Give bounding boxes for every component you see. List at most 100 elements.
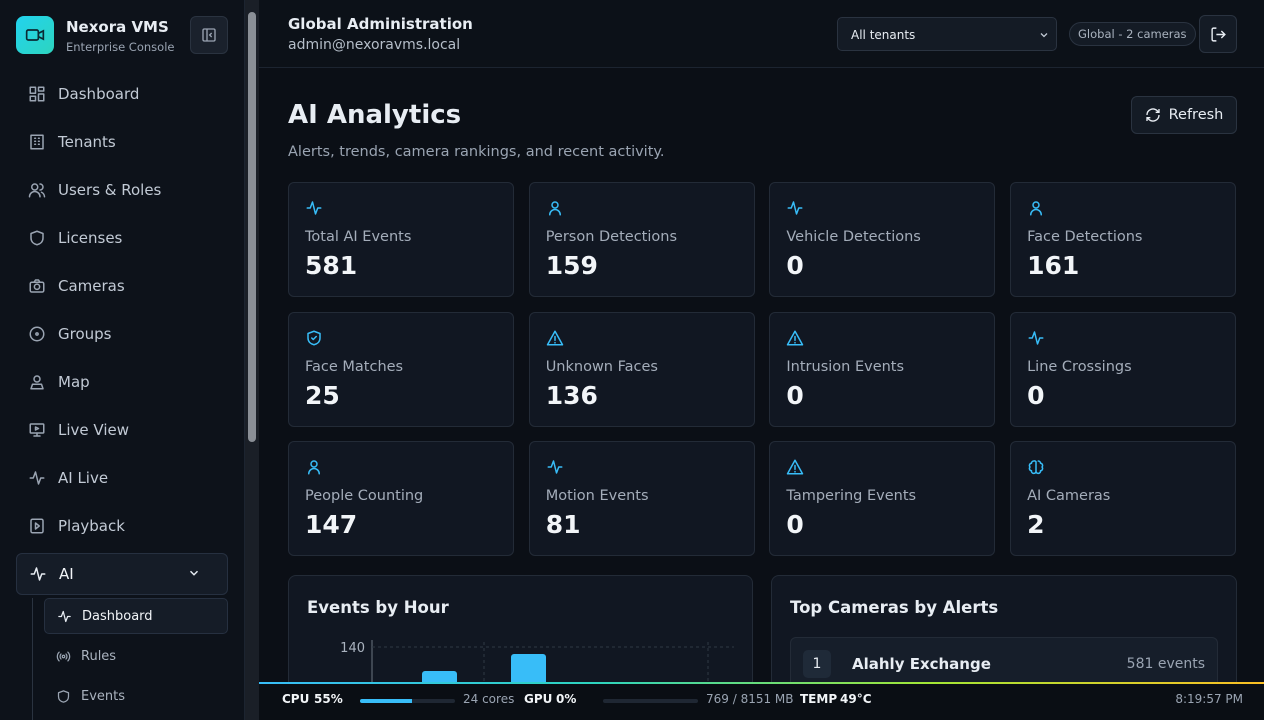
stat-value: 25 (305, 380, 340, 410)
stat-card: Line Crossings 0 (1010, 311, 1237, 427)
y-tick-label: 140 (340, 641, 365, 656)
stat-card: Face Matches 25 (288, 311, 514, 427)
nav-item[interactable]: Cameras (16, 265, 228, 307)
nav-item[interactable]: Playback (16, 505, 228, 547)
stat-card: Total AI Events 581 (288, 182, 514, 297)
memory: 769 / 8151 MB (706, 692, 794, 706)
stat-value: 0 (786, 251, 804, 280)
rank-badge: 1 (803, 650, 831, 678)
stat-value: 147 (305, 510, 358, 539)
subnav-line (32, 598, 33, 720)
chevron (175, 566, 213, 584)
nav-item[interactable]: AI Live (16, 457, 228, 499)
camera-count: 581 events (1126, 656, 1205, 672)
camera-name: Alahly Exchange (852, 655, 991, 673)
stat-label: Unknown Faces (545, 358, 658, 375)
gpu-label: GPU (524, 692, 553, 706)
nav-item[interactable]: Tenants (16, 121, 228, 163)
stat-label: Person Detections (545, 229, 678, 245)
stat-card: People Counting 147 (288, 441, 514, 556)
stat-card: Vehicle Detections 0 (769, 182, 996, 297)
status-accent (259, 682, 1264, 684)
cpu-cores: 24 cores (463, 692, 515, 706)
subnav-item[interactable]: Events (44, 678, 228, 714)
stat-value: 581 (305, 251, 358, 280)
tenant-select-value: All tenants (851, 28, 916, 42)
nav-item[interactable]: Groups (16, 313, 228, 355)
logout-button[interactable] (1199, 15, 1237, 53)
nav-label: Groups (58, 325, 112, 343)
header-email: admin@nexoravms.local (288, 37, 461, 53)
stat-card: Person Detections 159 (528, 182, 755, 297)
stat-value: 81 (545, 510, 581, 539)
panel-title: Top Cameras by Alerts (790, 598, 999, 617)
stat-value: 161 (1027, 251, 1080, 280)
stat-card: Motion Events 81 (528, 441, 755, 556)
stat-value: 136 (545, 380, 598, 410)
page-subtitle: Alerts, trends, camera rankings, and rec… (288, 144, 665, 160)
header: Global Administration admin@nexoravms.lo… (259, 0, 1264, 68)
subnav-item[interactable]: Dashboard (44, 598, 228, 634)
nav-label: Playback (58, 517, 125, 535)
stat-value: 159 (545, 251, 598, 280)
gpu-track (603, 699, 698, 703)
refresh-label: Refresh (1168, 107, 1224, 123)
memory-fill (603, 699, 612, 703)
cpu-track (360, 699, 455, 703)
subnav-label: Events (81, 688, 126, 704)
nav-item[interactable]: Licenses (16, 217, 228, 259)
page-title: AI Analytics (288, 100, 462, 130)
header-title: Global Administration (288, 15, 473, 33)
stat-card: Unknown Faces 136 (528, 311, 755, 427)
subnav-item[interactable]: Rules (44, 638, 228, 674)
stat-card: AI Cameras 2 (1010, 441, 1237, 556)
brand-logo (16, 16, 54, 54)
stat-label: Motion Events (545, 488, 649, 504)
panel-title: Events by Hour (307, 598, 449, 617)
nav-label: AI Live (58, 469, 109, 487)
nav-item[interactable]: Users & Roles (16, 169, 228, 211)
brand-subtitle: Enterprise Console (66, 40, 175, 54)
collapse-button[interactable] (190, 16, 228, 54)
nav-label: Map (58, 373, 90, 391)
cpu-fill (360, 699, 413, 703)
sidebar: Nexora VMS Enterprise Console Dashboard T… (0, 0, 245, 720)
nav-label: Cameras (58, 277, 125, 295)
stat-value: 0 (786, 380, 804, 410)
stat-card: Face Detections 161 (1010, 182, 1237, 297)
tenant-select[interactable]: All tenants (837, 17, 1057, 51)
gpu-value: 0% (556, 692, 577, 706)
nav-label: Users & Roles (58, 181, 162, 199)
nav-item[interactable]: Dashboard (16, 73, 228, 115)
clock: 8:19:57 PM (1175, 692, 1243, 706)
nav-label: AI (59, 565, 74, 583)
subnav-label: Rules (81, 648, 117, 664)
cpu-value: 55% (314, 692, 343, 706)
stat-value: 2 (1027, 510, 1045, 539)
nav-item[interactable]: AI (16, 553, 228, 595)
stat-label: AI Cameras (1027, 488, 1111, 504)
scope-badge: Global - 2 cameras (1069, 22, 1196, 46)
nav-label: Dashboard (58, 85, 140, 103)
stat-label: Vehicle Detections (786, 229, 921, 245)
stat-value: 0 (786, 510, 804, 539)
scrollbar[interactable] (245, 0, 259, 720)
nav-label: Live View (58, 421, 129, 439)
refresh-button[interactable]: Refresh (1131, 96, 1237, 134)
temp-value: 49°C (840, 692, 872, 706)
cpu-label: CPU (282, 692, 310, 706)
stat-label: Line Crossings (1027, 358, 1132, 375)
stat-label: People Counting (305, 488, 424, 504)
nav-item[interactable]: Live View (16, 409, 228, 451)
stat-label: Intrusion Events (786, 358, 905, 375)
temp-label: TEMP (800, 692, 838, 706)
nav-item[interactable]: Map (16, 361, 228, 403)
stat-label: Total AI Events (305, 229, 412, 245)
stat-card: Intrusion Events 0 (769, 311, 996, 427)
stat-label: Face Detections (1027, 229, 1143, 245)
brand: Nexora VMS (66, 18, 169, 36)
stat-label: Tampering Events (786, 488, 917, 504)
stat-label: Face Matches (305, 358, 404, 375)
stat-value: 0 (1027, 380, 1045, 410)
